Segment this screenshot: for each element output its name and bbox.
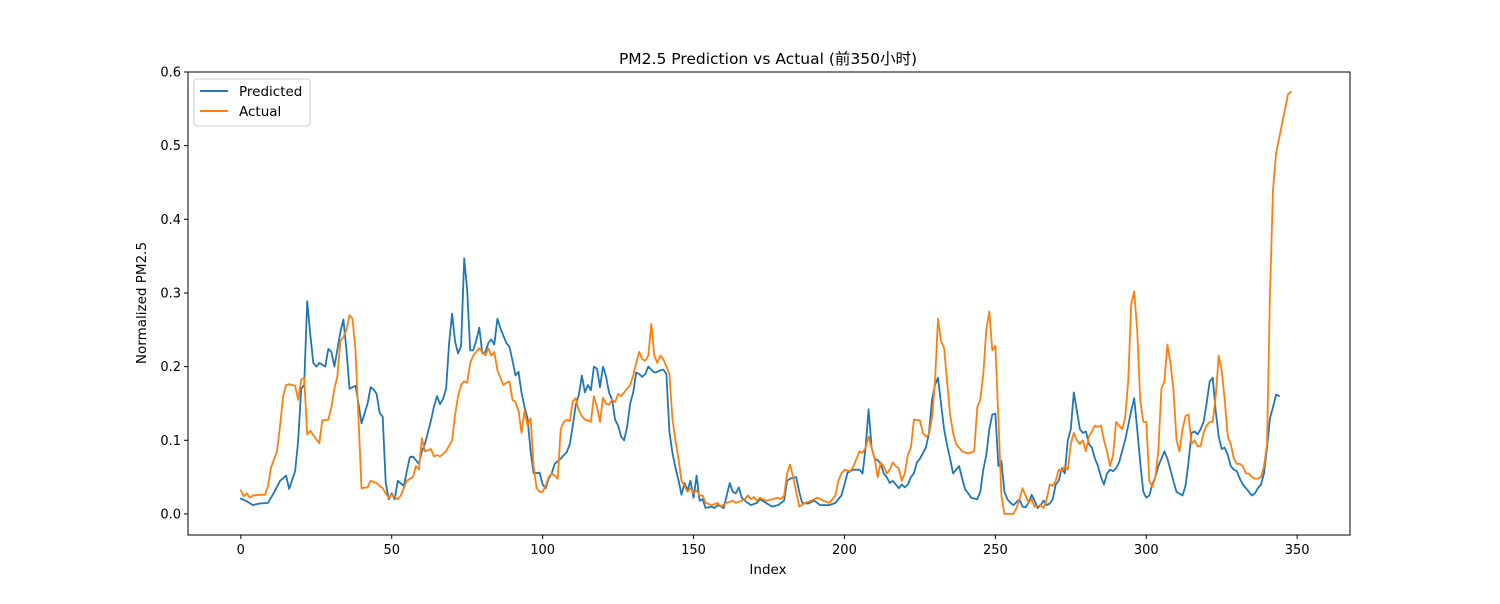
legend: Predicted Actual [193, 78, 311, 127]
y-tick-label: 0.5 [160, 139, 181, 154]
y-tick-label: 0.3 [160, 286, 181, 301]
axes-frame [187, 71, 1351, 536]
series-line-actual [239, 91, 1292, 515]
y-tick-label: 0.1 [160, 434, 181, 449]
y-tick-label: 0.4 [160, 213, 181, 228]
x-axis-ticks: 0 50 100 150 200 250 300 350 [237, 535, 1310, 558]
series-layer [239, 91, 1292, 515]
y-tick-label: 0.2 [160, 360, 181, 375]
chart-title: PM2.5 Prediction vs Actual (前350小时) [619, 50, 917, 68]
y-axis-ticks: 0.0 0.1 0.2 0.3 0.4 0.5 0.6 [160, 66, 188, 522]
x-tick-label: 100 [530, 543, 555, 558]
x-tick-label: 0 [237, 543, 245, 558]
x-tick-label: 250 [983, 543, 1008, 558]
x-tick-label: 150 [681, 543, 706, 558]
y-axis-label: Normalized PM2.5 [134, 242, 150, 364]
x-tick-label: 200 [832, 543, 857, 558]
legend-label-predicted: Predicted [239, 84, 302, 100]
y-tick-label: 0.0 [160, 507, 181, 522]
x-tick-label: 50 [383, 543, 400, 558]
x-tick-label: 300 [1134, 543, 1159, 558]
x-tick-label: 350 [1285, 543, 1310, 558]
legend-label-actual: Actual [239, 104, 281, 120]
y-tick-label: 0.6 [160, 66, 181, 81]
x-axis-label: Index [749, 562, 786, 578]
series-line-predicted [239, 257, 1280, 509]
